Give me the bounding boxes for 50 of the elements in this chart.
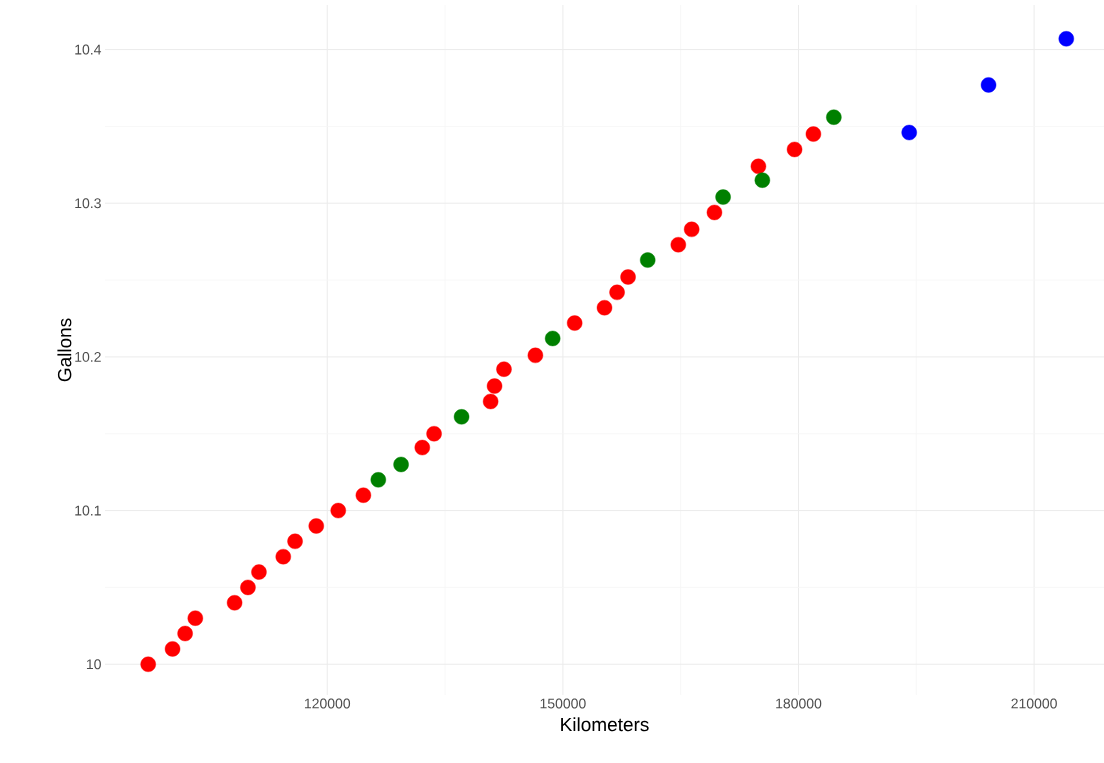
point [750,158,767,175]
point [620,269,636,285]
point [566,315,583,331]
y-tick-label: 10 [86,659,101,670]
point [414,439,430,456]
point [393,456,409,473]
point [754,172,771,188]
point [901,124,917,141]
point [826,109,842,125]
point [164,641,181,657]
point [1058,31,1074,47]
point [496,361,512,377]
point [275,548,291,565]
point [482,393,499,410]
point [640,252,656,268]
point [140,656,156,672]
point [544,330,561,347]
y-tick-label: 10.4 [75,44,102,55]
point [177,625,193,642]
y-tick-label: 10.3 [75,198,101,209]
point [453,409,470,425]
y-axis-title: Gallons [57,318,72,382]
x-tick-label: 180000 [776,698,822,709]
point [187,610,204,626]
point [596,300,613,316]
x-tick-label: 210000 [1011,698,1057,709]
point [706,204,723,221]
point [251,564,267,580]
point [370,472,387,488]
point [226,595,243,611]
point [683,221,700,238]
point [786,141,803,158]
point [240,579,256,596]
point [805,126,822,142]
point [287,533,303,550]
point [980,77,997,93]
point [355,487,372,503]
point [308,518,324,534]
y-tick-label: 10.2 [75,351,101,362]
x-axis-title: Kilometers [561,717,649,732]
point [670,237,687,253]
point [715,189,731,205]
point [527,347,544,364]
point [486,378,503,394]
x-tick-label: 150000 [540,698,586,709]
x-tick-label: 120000 [304,698,351,709]
y-tick-label: 10.1 [75,505,101,516]
point [426,426,442,442]
point [609,284,625,301]
point [330,502,346,519]
